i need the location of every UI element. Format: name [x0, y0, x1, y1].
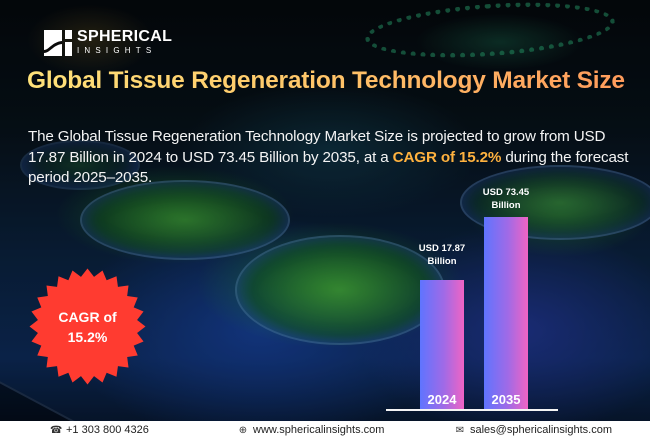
bar-2035: 2035 — [484, 217, 528, 409]
cagr-highlight: CAGR of 15.2% — [392, 148, 502, 166]
market-description: The Global Tissue Regeneration Technolog… — [28, 128, 629, 186]
starburst-icon — [29, 268, 146, 385]
bar-value-label-2035: USD 73.45 Billion — [482, 187, 530, 211]
brand-name: SPHERICAL — [77, 28, 173, 45]
logo-mark-icon — [44, 29, 72, 56]
petri-dish — [20, 140, 140, 190]
page-title: Global Tissue Regeneration Technology Ma… — [27, 64, 627, 97]
envelope-icon: ✉ — [455, 425, 465, 436]
bar-value-label-2024: USD 17.87 Billion — [418, 243, 466, 267]
footer-phone: ☎ +1 303 800 4326 — [50, 421, 149, 440]
globe-icon: ⊕ — [238, 425, 248, 436]
petri-dish — [80, 180, 290, 260]
contact-footer: ☎ +1 303 800 4326 ⊕ www.sphericalinsight… — [0, 421, 650, 440]
bar-year-label: 2024 — [427, 392, 457, 407]
phone-icon: ☎ — [50, 425, 63, 436]
chart-baseline — [386, 409, 558, 411]
petri-dish — [235, 235, 445, 345]
cagr-badge: CAGR of 15.2% — [29, 268, 146, 385]
brand-subtitle: INSIGHTS — [77, 46, 157, 55]
footer-website[interactable]: ⊕ www.sphericalinsights.com — [237, 421, 385, 440]
brand-logo: SPHERICAL INSIGHTS — [44, 29, 172, 56]
footer-email[interactable]: ✉ sales@sphericalinsights.com — [454, 421, 612, 440]
market-size-bar-chart: USD 17.87 Billion 2024 USD 73.45 Billion… — [386, 187, 558, 411]
bar-year-label: 2035 — [491, 392, 521, 407]
bar-2024: 2024 — [420, 280, 464, 409]
